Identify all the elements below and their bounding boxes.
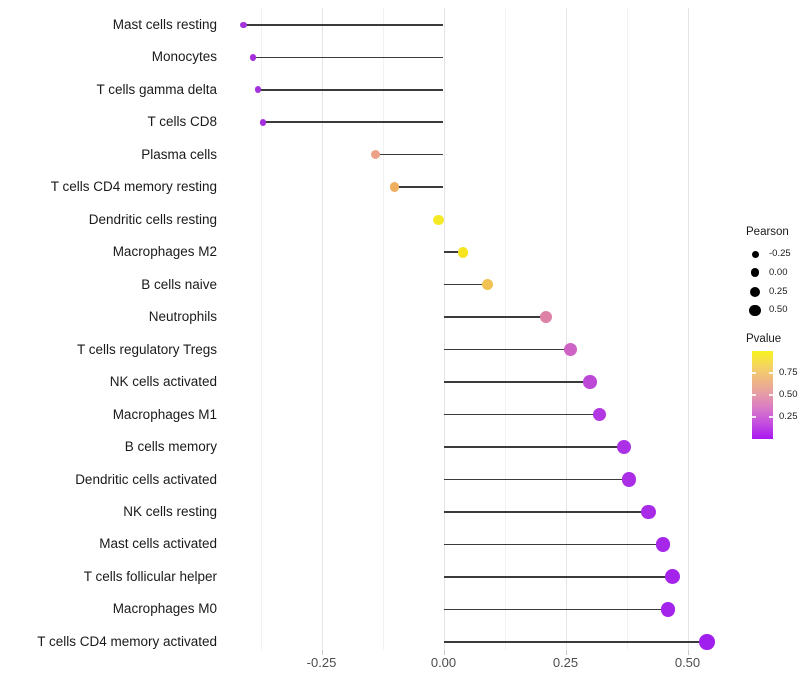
- y-axis-label: T cells CD8: [147, 114, 217, 130]
- lollipop-dot: [563, 343, 577, 357]
- pearson-legend-label: 0.25: [769, 285, 788, 297]
- gridline-major: [687, 8, 689, 650]
- lollipop-stem: [443, 316, 546, 318]
- lollipop-stem: [394, 186, 444, 188]
- x-axis-tick: [687, 650, 689, 655]
- lollipop-dot: [699, 634, 715, 650]
- lollipop-dot: [641, 504, 656, 520]
- lollipop-dot: [240, 21, 247, 28]
- pvalue-legend-label: 0.50: [779, 389, 798, 400]
- pvalue-legend-label: 0.75: [779, 367, 798, 378]
- lollipop-dot: [655, 537, 671, 552]
- y-axis-label: Macrophages M1: [112, 406, 217, 422]
- y-axis-label: Dendritic cells activated: [75, 471, 217, 487]
- lollipop-stem: [443, 641, 708, 643]
- y-axis-label: T cells follicular helper: [83, 568, 217, 584]
- lollipop-stem: [443, 543, 664, 546]
- y-axis-label: Mast cells resting: [112, 16, 217, 32]
- lollipop-dot: [370, 150, 380, 160]
- lollipop-dot: [592, 407, 607, 422]
- x-axis-tick-label: -0.25: [306, 655, 337, 670]
- pearson-legend-dot: [750, 268, 760, 278]
- x-axis-tick: [443, 650, 445, 655]
- x-axis-tick-label: 0.50: [674, 655, 701, 670]
- lollipop-stem: [258, 89, 444, 91]
- lollipop-dot: [389, 182, 400, 192]
- lollipop-dot: [621, 472, 636, 487]
- y-axis-label: Mast cells activated: [99, 536, 217, 552]
- lollipop-stem: [262, 121, 444, 123]
- lollipop-stem: [443, 348, 571, 351]
- lollipop-stem: [243, 24, 444, 26]
- pvalue-bar-tick: [769, 372, 773, 374]
- pvalue-bar-tick: [769, 394, 773, 396]
- y-axis-label: Dendritic cells resting: [88, 211, 217, 227]
- lollipop-dot: [481, 278, 494, 291]
- lollipop-stem: [443, 608, 668, 611]
- lollipop-dot: [539, 310, 553, 324]
- pearson-legend-label: 0.00: [769, 266, 788, 278]
- lollipop-dot: [259, 118, 267, 126]
- pvalue-bar-tick: [752, 372, 756, 374]
- lollipop-dot: [583, 375, 597, 389]
- y-axis-label: Macrophages M0: [112, 601, 217, 617]
- gridline-minor: [260, 8, 262, 650]
- lollipop-stem: [443, 478, 629, 481]
- pearson-legend-dot: [751, 250, 759, 258]
- lollipop-stem: [443, 381, 590, 383]
- lollipop-stem: [443, 576, 673, 578]
- lollipop-stem: [443, 283, 488, 286]
- y-axis-label: T cells CD4 memory resting: [50, 179, 217, 195]
- y-axis-label: T cells CD4 memory activated: [37, 633, 217, 649]
- y-axis-label: Plasma cells: [141, 146, 217, 162]
- lollipop-stem: [253, 56, 444, 59]
- pearson-legend-label: 0.50: [769, 304, 788, 316]
- lollipop-stem: [443, 446, 625, 448]
- pearson-legend-dot: [750, 286, 760, 297]
- lollipop-dot: [254, 86, 262, 94]
- y-axis-label: NK cells resting: [123, 504, 217, 519]
- pvalue-bar-tick: [752, 394, 756, 396]
- x-axis-tick-label: 0.25: [552, 655, 579, 670]
- x-axis-tick: [321, 650, 323, 655]
- gridline-minor: [382, 8, 384, 650]
- gridline-minor: [504, 8, 506, 650]
- gridline-major: [321, 8, 323, 650]
- gridline-major: [443, 8, 445, 650]
- lollipop-stem: [443, 251, 464, 253]
- lollipop-stem: [375, 153, 444, 156]
- y-axis-label: T cells regulatory Tregs: [76, 341, 217, 357]
- lollipop-dot: [617, 440, 632, 455]
- y-axis-label: B cells memory: [124, 439, 217, 455]
- lollipop-stem: [443, 413, 600, 416]
- gridline-major: [565, 8, 567, 650]
- y-axis-label: B cells naive: [141, 276, 217, 292]
- y-axis-label: T cells gamma delta: [96, 81, 217, 97]
- pvalue-legend-title: Pvalue: [746, 333, 782, 345]
- lollipop-stem: [443, 511, 649, 513]
- y-axis-label: NK cells activated: [109, 374, 217, 390]
- pvalue-legend-label: 0.25: [779, 411, 798, 422]
- y-axis-label: Macrophages M2: [112, 244, 217, 260]
- lollipop-dot: [457, 246, 469, 258]
- y-axis-label: Monocytes: [151, 49, 217, 65]
- pvalue-bar-tick: [752, 416, 756, 418]
- pearson-legend-label: -0.25: [769, 248, 791, 259]
- x-axis-tick-label: 0.00: [430, 655, 457, 670]
- lollipop-dot: [249, 53, 257, 61]
- gridline-minor: [626, 8, 628, 650]
- pvalue-gradient-bar: [752, 351, 773, 439]
- lollipop-dot: [665, 569, 681, 585]
- pearson-legend-dot: [749, 304, 761, 317]
- x-axis-tick: [565, 650, 567, 655]
- pearson-legend-title: Pearson: [746, 226, 789, 238]
- lollipop-dot: [433, 214, 444, 225]
- lollipop-dot: [660, 601, 676, 617]
- y-axis-label: Neutrophils: [148, 309, 217, 325]
- pvalue-bar-tick: [769, 416, 773, 418]
